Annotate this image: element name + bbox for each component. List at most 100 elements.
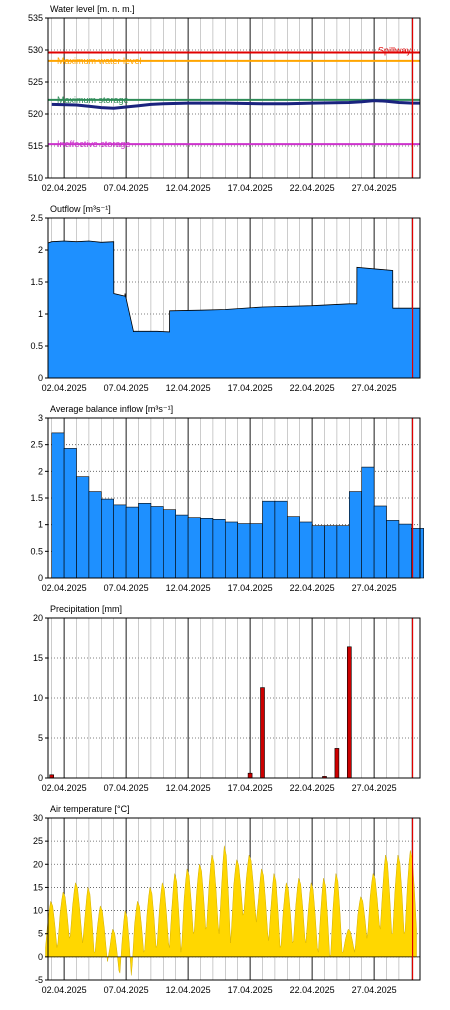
x-date-label: 07.04.2025 — [104, 985, 149, 995]
x-date-label: 02.04.2025 — [42, 183, 87, 193]
temperature-area — [45, 845, 417, 976]
x-date-label: 22.04.2025 — [290, 183, 335, 193]
x-date-label: 17.04.2025 — [228, 985, 273, 995]
inflow-step — [373, 505, 387, 579]
inflow-step — [386, 520, 400, 579]
inflow-step — [324, 525, 338, 579]
x-date-label: 12.04.2025 — [166, 985, 211, 995]
plot-frame — [47, 217, 421, 379]
inflow-step — [125, 506, 139, 579]
x-date-label: 07.04.2025 — [104, 583, 149, 593]
inflow-step — [113, 504, 127, 579]
x-date-label: 17.04.2025 — [228, 383, 273, 393]
y-tick-label: 5 — [38, 929, 43, 939]
x-date-label: 12.04.2025 — [166, 583, 211, 593]
y-tick-label: 0 — [38, 952, 43, 962]
air-temperature-chart: Air temperature [°C] -5 0 5 10 15 20 25 30 02.04.… — [33, 804, 421, 995]
y-tick-label: 2 — [38, 466, 43, 476]
inflow-step — [398, 523, 412, 579]
x-date-label: 12.04.2025 — [166, 383, 211, 393]
y-tick-label: 535 — [28, 13, 43, 23]
reference-label: Ineffective storage — [57, 139, 130, 149]
precip-bar — [260, 687, 265, 779]
chart-title: Outflow [m³s⁻¹] — [50, 204, 111, 214]
x-date-label: 07.04.2025 — [104, 383, 149, 393]
x-date-label: 02.04.2025 — [42, 583, 87, 593]
x-date-label: 27.04.2025 — [352, 583, 397, 593]
inflow-step — [212, 519, 226, 579]
inflow-step — [262, 500, 276, 579]
y-tick-label: 520 — [28, 109, 43, 119]
inflow-step — [88, 491, 102, 579]
x-date-label: 07.04.2025 — [104, 183, 149, 193]
y-tick-label: 0.5 — [30, 546, 43, 556]
x-date-label: 07.04.2025 — [104, 783, 149, 793]
inflow-step — [286, 516, 300, 579]
y-tick-label: 1 — [38, 309, 43, 319]
y-tick-label: 530 — [28, 45, 43, 55]
chart-title: Air temperature [°C] — [50, 804, 130, 814]
y-tick-label: 1.5 — [30, 277, 43, 287]
outflow-area — [47, 240, 421, 379]
inflow-step — [175, 514, 189, 579]
inflow-step — [299, 521, 313, 579]
inflow-step — [150, 506, 164, 579]
inflow-step — [76, 476, 90, 579]
y-tick-label: 1.5 — [30, 493, 43, 503]
x-date-label: 22.04.2025 — [290, 583, 335, 593]
y-tick-label: 25 — [33, 836, 43, 846]
chart-title: Average balance inflow [m³s⁻¹] — [50, 404, 173, 414]
water-level-chart: Water level [m. n. m.] Maximum water leve… — [28, 4, 421, 193]
x-date-label: 27.04.2025 — [352, 183, 397, 193]
x-date-label: 22.04.2025 — [290, 985, 335, 995]
y-tick-label: 0 — [38, 373, 43, 383]
y-tick-label: 0.5 — [30, 341, 43, 351]
x-date-label: 17.04.2025 — [228, 583, 273, 593]
inflow-step — [63, 448, 77, 579]
water-level-line — [51, 99, 420, 110]
y-tick-label: 5 — [38, 733, 43, 743]
precip-bar — [346, 646, 352, 779]
inflow-step — [225, 521, 239, 579]
inflow-chart: Average balance inflow [m³s⁻¹]00.511.522… — [30, 404, 424, 593]
inflow-step — [101, 498, 115, 579]
y-tick-label: 510 — [28, 173, 43, 183]
inflow-step — [187, 517, 201, 579]
reference-label: Maximum storage — [57, 95, 129, 105]
y-tick-label: 20 — [33, 859, 43, 869]
inflow-step — [311, 525, 325, 579]
x-date-label: 17.04.2025 — [228, 183, 273, 193]
x-date-label: 02.04.2025 — [42, 383, 87, 393]
y-tick-label: 1 — [38, 520, 43, 530]
x-date-label: 22.04.2025 — [290, 383, 335, 393]
x-date-label: 22.04.2025 — [290, 783, 335, 793]
y-tick-label: 3 — [38, 413, 43, 423]
inflow-step — [249, 523, 263, 579]
inflow-step — [237, 523, 251, 579]
inflow-step — [361, 466, 375, 579]
plot-frame — [47, 817, 421, 981]
y-tick-label: 10 — [33, 693, 43, 703]
y-tick-label: 2.5 — [30, 213, 43, 223]
y-tick-label: 30 — [33, 813, 43, 823]
inflow-step — [274, 500, 288, 579]
x-date-label: 02.04.2025 — [42, 985, 87, 995]
y-tick-label: 15 — [33, 882, 43, 892]
x-date-label: 27.04.2025 — [352, 383, 397, 393]
y-tick-label: 2.5 — [30, 440, 43, 450]
y-tick-label: 2 — [38, 245, 43, 255]
chart-title: Precipitation [mm] — [50, 604, 122, 614]
x-date-label: 27.04.2025 — [352, 985, 397, 995]
y-tick-label: 15 — [33, 653, 43, 663]
inflow-step — [200, 518, 214, 579]
x-date-label: 12.04.2025 — [166, 183, 211, 193]
y-tick-label: 0 — [38, 773, 43, 783]
precipitation-chart: Precipitation [mm] 0 5 10 15 20 02.04.2025 07.0… — [33, 604, 421, 793]
y-tick-label: 0 — [38, 573, 43, 583]
inflow-step — [138, 503, 152, 579]
inflow-step — [51, 432, 65, 579]
plot-area — [48, 18, 420, 178]
y-tick-label: 10 — [33, 906, 43, 916]
inflow-step — [163, 509, 177, 579]
